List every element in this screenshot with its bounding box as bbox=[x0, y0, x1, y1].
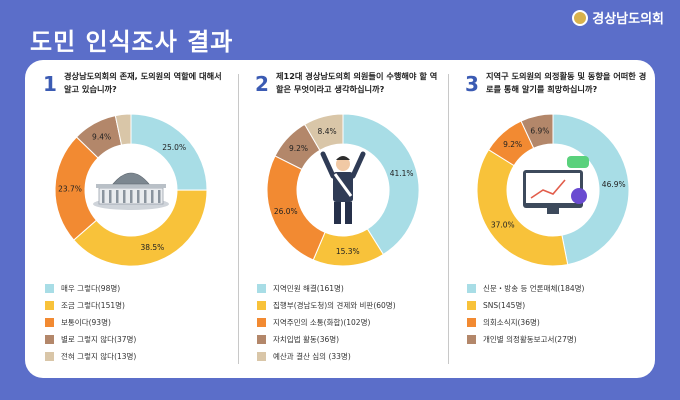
legend-item: 매우 그렇다(98명) bbox=[45, 280, 230, 297]
legend-label: 신문・방송 등 언론매체(184명) bbox=[483, 284, 585, 293]
legend-swatch bbox=[467, 318, 476, 327]
legend-label: 예산과 결산 심의 (33명) bbox=[273, 352, 351, 361]
survey-panel-1: 1 경상남도의회의 존재, 도의원의 역할에 대해서 알고 있습니까? 25.0… bbox=[31, 60, 231, 378]
chart-legend: 매우 그렇다(98명) 조금 그렇다(151명) 보통이다(93명) 별로 그렇지 않… bbox=[45, 280, 230, 365]
question-text: 제12대 경상남도의회 의원들이 수행해야 할 역할은 무엇이라고 생각하십니까… bbox=[276, 71, 438, 94]
legend-item: 전혀 그렇지 않다(13명) bbox=[45, 348, 230, 365]
pie-slice bbox=[304, 113, 344, 151]
legend-item: 개인별 의정활동보고서(27명) bbox=[467, 331, 652, 348]
emblem-icon bbox=[572, 9, 589, 26]
legend-item: 지역민원 해결(161명) bbox=[257, 280, 442, 297]
legend-item: 신문・방송 등 언론매체(184명) bbox=[467, 280, 652, 297]
legend-label: 개인별 의정활동보고서(27명) bbox=[483, 335, 577, 344]
survey-panel-2: 2 제12대 경상남도의회 의원들이 수행해야 할 역할은 무엇이라고 생각하십… bbox=[243, 60, 443, 378]
slice-value-label: 9.2% bbox=[503, 140, 522, 149]
legend-item: 예산과 결산 심의 (33명) bbox=[257, 348, 442, 365]
legend-swatch bbox=[467, 335, 476, 344]
legend-swatch bbox=[467, 301, 476, 310]
slice-value-label: 37.0% bbox=[491, 221, 515, 230]
pie-slice bbox=[520, 113, 554, 149]
panel-divider bbox=[448, 74, 449, 364]
donut-chart: 25.0%38.5%23.7%9.4%3.3% bbox=[54, 113, 208, 267]
pie-slice bbox=[476, 148, 569, 267]
question-text: 경상남도의회의 존재, 도의원의 역할에 대해서 알고 있습니까? bbox=[64, 71, 222, 94]
slice-value-label: 41.1% bbox=[390, 169, 414, 178]
legend-label: 의회소식지(36명) bbox=[483, 318, 540, 327]
slice-value-label: 15.3% bbox=[336, 247, 360, 256]
slice-value-label: 26.0% bbox=[274, 207, 298, 216]
question-number: 1 bbox=[43, 72, 57, 96]
legend-item: 의회소식지(36명) bbox=[467, 314, 652, 331]
slice-value-label: 38.5% bbox=[140, 243, 164, 252]
legend-label: 집행부(경남도청)의 견제와 비판(60명) bbox=[273, 301, 396, 310]
legend-label: 매우 그렇다(98명) bbox=[61, 284, 121, 293]
donut-chart: 46.9% 37.0% 9.2% 6.9% bbox=[476, 113, 630, 267]
council-member-icon bbox=[320, 151, 366, 224]
slice-value-label: 46.9% bbox=[602, 180, 626, 189]
legend-label: SNS(145명) bbox=[483, 301, 526, 310]
donut-chart: 41.1% 15.3% 26.0% 9.2% 8.4% bbox=[266, 113, 420, 267]
legend-label: 전혀 그렇지 않다(13명) bbox=[61, 352, 137, 361]
pie-slice bbox=[552, 113, 630, 266]
panel-divider bbox=[238, 74, 239, 364]
legend-swatch bbox=[257, 284, 266, 293]
slice-value-label: 23.7% bbox=[58, 184, 82, 193]
legend-item: 지역주민의 소통(화합)(102명) bbox=[257, 314, 442, 331]
chart-legend: 신문・방송 등 언론매체(184명) SNS(145명) 의회소식지(36명) 개인별… bbox=[467, 280, 652, 348]
legend-item: SNS(145명) bbox=[467, 297, 652, 314]
question-text: 지역구 도의원의 의정활동 및 동향을 어떠한 경로를 통해 알기를 희망하십니… bbox=[486, 71, 647, 94]
page-title: 도민 인식조사 결과 bbox=[30, 28, 234, 56]
legend-item: 별로 그렇지 않다(37명) bbox=[45, 331, 230, 348]
slice-value-label: 9.2% bbox=[289, 144, 308, 153]
legend-swatch bbox=[257, 335, 266, 344]
legend-swatch bbox=[45, 318, 54, 327]
legend-item: 조금 그렇다(151명) bbox=[45, 297, 230, 314]
pie-slice bbox=[73, 189, 208, 267]
legend-label: 지역민원 해결(161명) bbox=[273, 284, 344, 293]
legend-item: 자치입법 활동(36명) bbox=[257, 331, 442, 348]
question-number: 2 bbox=[255, 72, 269, 96]
council-logo: 경상남도의회 bbox=[572, 8, 664, 27]
legend-label: 보통이다(93명) bbox=[61, 318, 111, 327]
slice-value-label: 6.9% bbox=[530, 126, 549, 135]
legend-label: 조금 그렇다(151명) bbox=[61, 301, 125, 310]
chart-legend: 지역민원 해결(161명) 집행부(경남도청)의 견제와 비판(60명) 지역주민의… bbox=[257, 280, 442, 365]
legend-item: 집행부(경남도청)의 견제와 비판(60명) bbox=[257, 297, 442, 314]
legend-swatch bbox=[45, 301, 54, 310]
survey-card: 1 경상남도의회의 존재, 도의원의 역할에 대해서 알고 있습니까? 25.0… bbox=[25, 60, 655, 378]
legend-swatch bbox=[45, 335, 54, 344]
legend-swatch bbox=[257, 352, 266, 361]
logo-text: 경상남도의회 bbox=[592, 12, 664, 27]
legend-label: 지역주민의 소통(화합)(102명) bbox=[273, 318, 371, 327]
legend-swatch bbox=[45, 284, 54, 293]
pie-slice bbox=[342, 113, 420, 256]
question-number: 3 bbox=[465, 72, 479, 96]
pie-slice bbox=[114, 113, 132, 146]
legend-swatch bbox=[257, 301, 266, 310]
slice-value-label: 8.4% bbox=[318, 127, 337, 136]
legend-swatch bbox=[257, 318, 266, 327]
legend-label: 자치입법 활동(36명) bbox=[273, 335, 340, 344]
legend-item: 보통이다(93명) bbox=[45, 314, 230, 331]
legislature-building-icon bbox=[93, 172, 169, 210]
legend-label: 별로 그렇지 않다(37명) bbox=[61, 335, 137, 344]
slice-value-label: 25.0% bbox=[162, 143, 186, 152]
legend-swatch bbox=[467, 284, 476, 293]
survey-panel-3: 3 지역구 도의원의 의정활동 및 동향을 어떠한 경로를 통해 알기를 희망하… bbox=[453, 60, 653, 378]
media-monitor-icon bbox=[523, 156, 589, 214]
slice-value-label: 9.4% bbox=[92, 133, 111, 142]
legend-swatch bbox=[45, 352, 54, 361]
